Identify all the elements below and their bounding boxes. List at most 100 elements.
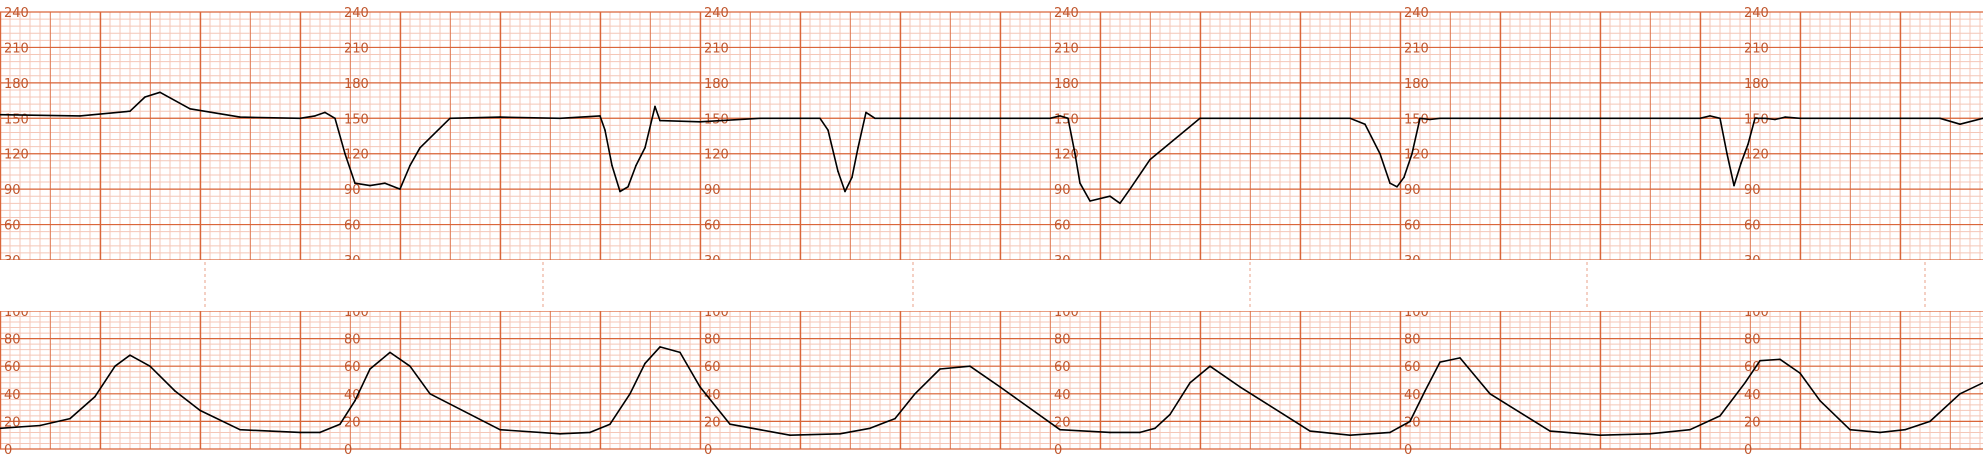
data-point bbox=[1389, 431, 1391, 434]
y-tick-label: 150 bbox=[4, 112, 29, 127]
y-tick-label: 0 bbox=[4, 443, 12, 458]
data-point bbox=[1429, 118, 1431, 121]
data-point bbox=[499, 428, 501, 431]
data-point bbox=[1109, 195, 1111, 198]
data-point bbox=[1799, 372, 1801, 374]
data-point bbox=[449, 117, 451, 120]
y-tick-label: 90 bbox=[344, 183, 361, 198]
y-tick-label: 40 bbox=[1054, 388, 1071, 403]
y-tick-label: 180 bbox=[1054, 77, 1079, 92]
panel-gap bbox=[0, 260, 1983, 311]
y-tick-label: 60 bbox=[1404, 219, 1421, 234]
data-point bbox=[1379, 152, 1381, 155]
y-tick-label: 0 bbox=[1404, 443, 1412, 458]
data-point bbox=[409, 365, 411, 368]
data-point bbox=[409, 164, 411, 167]
data-point bbox=[644, 362, 646, 365]
data-point bbox=[609, 423, 611, 425]
y-tick-label: 60 bbox=[1054, 219, 1071, 234]
data-point bbox=[1709, 115, 1711, 117]
data-point bbox=[999, 117, 1001, 120]
data-point bbox=[1199, 117, 1201, 120]
y-tick-label: 40 bbox=[1744, 388, 1761, 403]
data-point bbox=[1119, 202, 1121, 205]
data-point bbox=[499, 116, 501, 118]
y-tick-label: 210 bbox=[1054, 41, 1079, 56]
y-tick-label: 60 bbox=[704, 360, 721, 375]
data-point bbox=[1959, 393, 1961, 395]
data-point bbox=[1411, 152, 1413, 155]
y-tick-label: 120 bbox=[1054, 148, 1079, 163]
y-tick-label: 20 bbox=[704, 415, 721, 430]
data-point bbox=[999, 386, 1001, 388]
data-point bbox=[319, 431, 321, 434]
data-point bbox=[1349, 434, 1351, 437]
data-point bbox=[1309, 430, 1311, 432]
data-point bbox=[1740, 162, 1742, 164]
y-tick-label: 60 bbox=[4, 219, 21, 234]
y-tick-label: 120 bbox=[1404, 148, 1429, 163]
data-point bbox=[1599, 434, 1601, 437]
data-point bbox=[629, 393, 631, 395]
data-point bbox=[759, 117, 761, 120]
y-tick-label: 20 bbox=[1744, 415, 1761, 430]
trace-line bbox=[0, 91, 1983, 205]
data-point bbox=[1349, 117, 1351, 120]
data-point bbox=[144, 96, 146, 98]
data-point bbox=[1074, 152, 1076, 155]
data-point bbox=[1209, 365, 1211, 368]
data-point bbox=[324, 111, 326, 114]
data-point bbox=[914, 393, 916, 395]
y-tick-label: 60 bbox=[1744, 219, 1761, 234]
data-point bbox=[729, 423, 731, 425]
data-point bbox=[149, 365, 151, 368]
y-tick-label: 180 bbox=[344, 77, 369, 92]
y-tick-label: 240 bbox=[344, 6, 369, 21]
data-point bbox=[1079, 182, 1081, 185]
data-point bbox=[789, 434, 791, 437]
data-point bbox=[1719, 415, 1721, 417]
data-point bbox=[635, 164, 637, 167]
data-point bbox=[644, 147, 646, 149]
data-point bbox=[1154, 427, 1156, 430]
y-tick-label: 40 bbox=[704, 388, 721, 403]
data-point bbox=[1109, 431, 1111, 434]
data-point bbox=[819, 117, 821, 120]
data-point bbox=[1419, 117, 1421, 120]
y-tick-label: 180 bbox=[704, 77, 729, 92]
data-point bbox=[1089, 200, 1091, 202]
data-point bbox=[1784, 116, 1786, 118]
data-point bbox=[79, 115, 81, 117]
data-point bbox=[1549, 430, 1551, 432]
data-point bbox=[369, 184, 371, 187]
data-point bbox=[1139, 431, 1141, 434]
data-point bbox=[429, 393, 431, 395]
y-tick-label: 210 bbox=[1404, 41, 1429, 56]
data-point bbox=[129, 354, 131, 356]
data-point bbox=[1719, 117, 1721, 120]
y-tick-label: 80 bbox=[344, 333, 361, 348]
data-point bbox=[1424, 390, 1426, 392]
y-tick-label: 240 bbox=[704, 6, 729, 21]
data-point bbox=[0, 113, 1, 116]
data-point bbox=[1239, 386, 1241, 388]
data-point bbox=[269, 430, 271, 432]
y-tick-label: 90 bbox=[1404, 183, 1421, 198]
data-point bbox=[1747, 143, 1749, 146]
y-tick-label: 90 bbox=[4, 183, 21, 198]
data-point bbox=[559, 117, 561, 120]
y-tick-label: 120 bbox=[704, 148, 729, 163]
data-point bbox=[1599, 117, 1601, 120]
data-point bbox=[1879, 431, 1881, 434]
data-point bbox=[159, 91, 161, 94]
y-tick-label: 210 bbox=[4, 41, 29, 56]
data-point bbox=[94, 395, 96, 398]
data-point bbox=[344, 152, 346, 155]
data-point bbox=[869, 427, 871, 430]
y-tick-label: 90 bbox=[1054, 183, 1071, 198]
data-point bbox=[1759, 359, 1761, 362]
data-point bbox=[1409, 420, 1411, 423]
y-tick-label: 60 bbox=[1404, 360, 1421, 375]
data-point bbox=[599, 115, 601, 117]
data-point bbox=[314, 115, 316, 117]
